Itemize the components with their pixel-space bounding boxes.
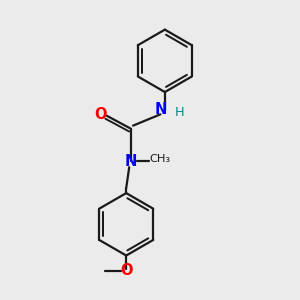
Text: N: N	[154, 102, 167, 117]
Text: O: O	[120, 263, 133, 278]
Text: CH₃: CH₃	[149, 154, 170, 164]
Text: N: N	[124, 154, 137, 169]
Text: O: O	[94, 107, 106, 122]
Text: H: H	[174, 106, 184, 119]
